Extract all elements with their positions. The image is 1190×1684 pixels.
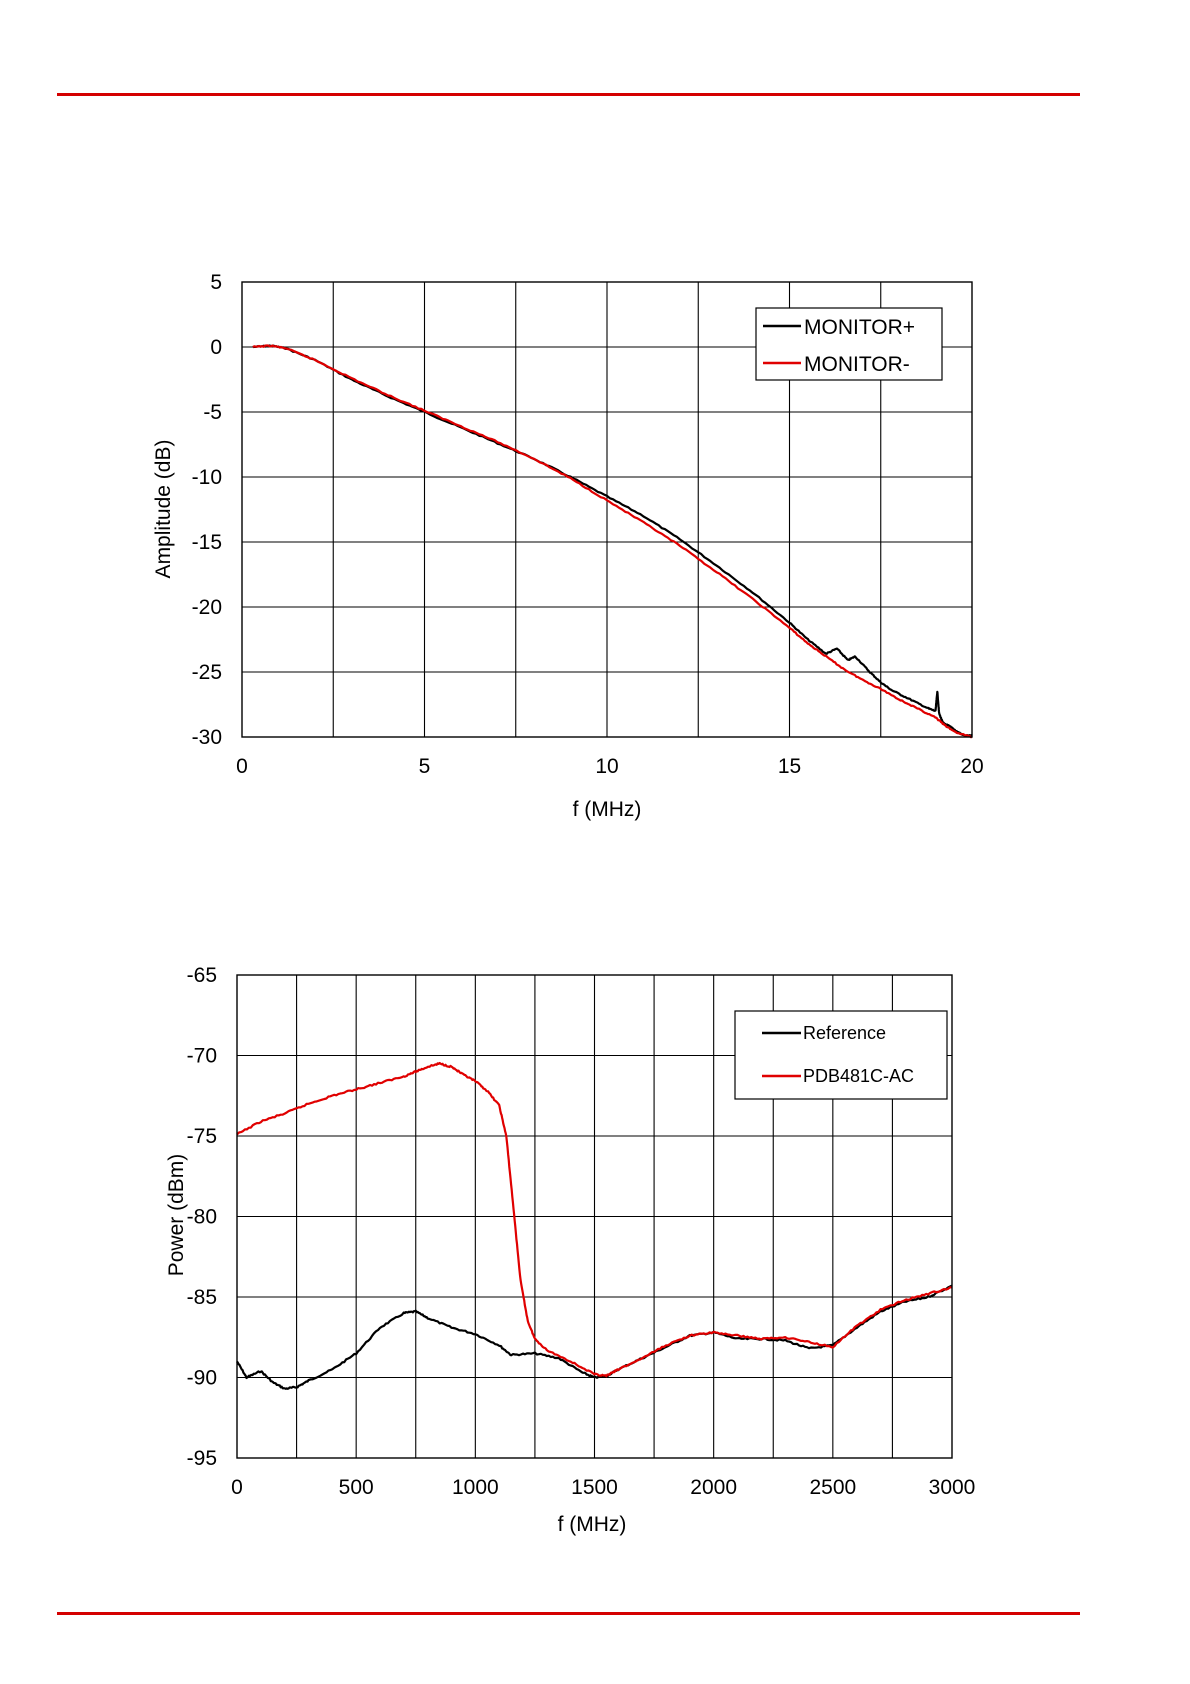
amplitude-legend-label-monitor-plus: MONITOR+ (804, 316, 915, 339)
c1-xtick-label: 10 (595, 755, 618, 778)
c2-ytick-label: -90 (187, 1367, 217, 1390)
c1-ytick-label: 0 (210, 336, 222, 359)
power-chart-legend: Reference PDB481C-AC (734, 1010, 948, 1100)
c1-xtick-label: 5 (419, 755, 431, 778)
c1-ytick-label: -15 (192, 531, 222, 554)
c2-ytick-label: -65 (187, 964, 217, 987)
c1-ytick-label: -10 (192, 466, 222, 489)
footer-rule (57, 1612, 1080, 1615)
power-chart: 0 500 1000 1500 2000 2500 3000 -65 -70 -75 -80 -85 -… (165, 964, 976, 1536)
c2-xtick-label: 3000 (929, 1476, 976, 1499)
power-chart-xlabel: f (MHz) (558, 1513, 627, 1536)
power-legend-label-pdb481c-ac: PDB481C-AC (803, 1066, 914, 1086)
power-legend-label-reference: Reference (803, 1023, 886, 1043)
c1-xtick-label: 20 (960, 755, 983, 778)
amplitude-legend-label-monitor-minus: MONITOR- (804, 353, 910, 376)
c1-xtick-label: 15 (778, 755, 801, 778)
c2-xtick-label: 1500 (571, 1476, 618, 1499)
c2-ytick-label: -75 (187, 1125, 217, 1148)
c2-ytick-label: -85 (187, 1286, 217, 1309)
c2-ytick-label: -80 (187, 1206, 217, 1229)
c1-ytick-label: 5 (210, 271, 222, 294)
c2-series-pdb481c-ac (236, 1061, 953, 1378)
amplitude-legend-box (755, 307, 943, 381)
c2-series-reference (236, 1284, 953, 1390)
c2-xtick-label: 0 (231, 1476, 243, 1499)
c1-ytick-label: -30 (192, 726, 222, 749)
power-chart-plot-frame (236, 974, 953, 1459)
header-rule (57, 93, 1080, 96)
c2-xtick-label: 2000 (690, 1476, 737, 1499)
c2-xtick-label: 500 (339, 1476, 374, 1499)
c1-ytick-label: -25 (192, 661, 222, 684)
c2-xtick-label: 1000 (452, 1476, 499, 1499)
c2-ytick-label: -70 (187, 1045, 217, 1068)
amplitude-chart-ticks: 0 5 10 15 20 5 0 -5 -10 -15 -20 -25 -30 (192, 271, 984, 778)
c1-ytick-label: -20 (192, 596, 222, 619)
amplitude-chart-ylabel: Amplitude (dB) (152, 440, 175, 579)
c1-series-monitor (252, 344, 973, 739)
power-chart-ticks: 0 500 1000 1500 2000 2500 3000 -65 -70 -75 -80 -85 -… (187, 964, 976, 1499)
amplitude-chart-legend: MONITOR+ MONITOR- (755, 307, 943, 381)
power-chart-ylabel: Power (dBm) (165, 1154, 188, 1277)
amplitude-chart-xlabel: f (MHz) (573, 798, 642, 821)
c1-xtick-label: 0 (236, 755, 248, 778)
amplitude-chart-series (252, 344, 973, 739)
c1-ytick-label: -5 (203, 401, 222, 424)
power-chart-series (236, 1061, 953, 1390)
amplitude-chart: 0 5 10 15 20 5 0 -5 -10 -15 -20 -25 -30 f (MHz) Ampl… (152, 271, 984, 821)
c2-ytick-label: -95 (187, 1447, 217, 1470)
power-legend-box (734, 1010, 948, 1100)
amplitude-chart-plot-frame (241, 281, 973, 738)
c2-xtick-label: 2500 (809, 1476, 856, 1499)
